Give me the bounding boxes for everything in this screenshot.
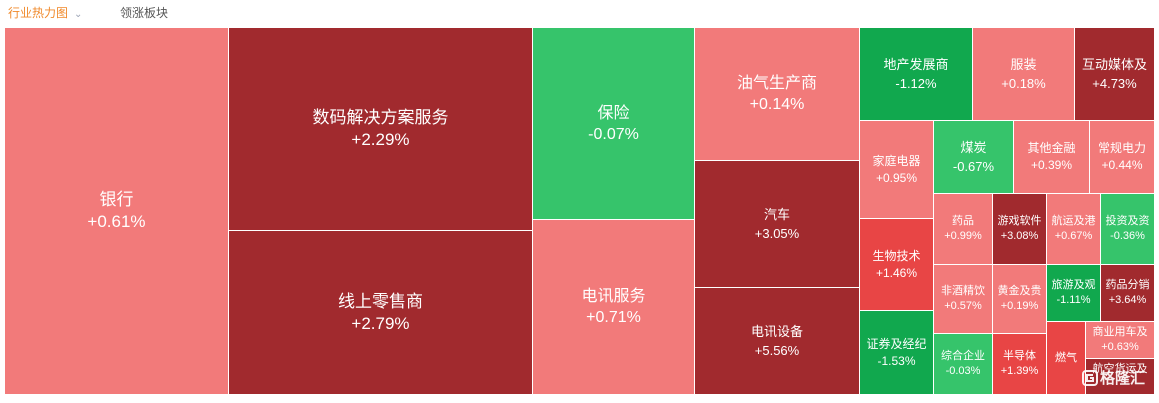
cell-name: 汽车: [763, 207, 790, 222]
cell-change: +3.08%: [1000, 230, 1039, 242]
cell-name: 煤炭: [960, 140, 987, 155]
cell-change: -0.03%: [945, 365, 981, 377]
cell-name: 家庭电器: [872, 153, 921, 168]
heatmap-cell-banks[interactable]: 银行 +0.61%: [4, 27, 229, 395]
heatmap-cell-biotech[interactable]: 生物技术 +1.46%: [859, 218, 934, 311]
cell-name: 投资及资: [1105, 215, 1150, 227]
cell-change: +0.61%: [87, 212, 146, 231]
cell-name: 药品: [952, 215, 974, 227]
cell-name: 常规电力: [1097, 141, 1146, 155]
cell-change: +1.46%: [875, 265, 918, 280]
heatmap-cell-non-alcoholic-beverages[interactable]: 非酒精饮 +0.57%: [933, 264, 993, 334]
cell-name: 数码解决方案服务: [312, 108, 449, 127]
cell-change: +0.18%: [1001, 76, 1046, 91]
heatmap-cell-coal[interactable]: 煤炭 -0.67%: [933, 120, 1014, 194]
cell-name: 黄金及贵: [997, 285, 1042, 297]
cell-change: +2.79%: [351, 313, 410, 333]
heatmap-cell-conventional-power[interactable]: 常规电力 +0.44%: [1089, 120, 1155, 194]
cell-change: -0.07%: [588, 125, 639, 143]
cell-name: 银行: [99, 190, 134, 209]
cell-change: +3.64%: [1108, 294, 1147, 306]
cell-name: 电讯设备: [750, 324, 803, 339]
heatmap-cell-automobiles[interactable]: 汽车 +3.05%: [694, 160, 860, 288]
heatmap-cell-digital-solutions[interactable]: 数码解决方案服务 +2.29%: [228, 27, 533, 231]
cell-name: 电讯服务: [581, 288, 646, 305]
cell-name: 其他金融: [1027, 141, 1076, 155]
cell-change: +0.63%: [1101, 341, 1139, 353]
heatmap-cell-interactive-media[interactable]: 互动媒体及 +4.73%: [1074, 27, 1155, 121]
heatmap-cell-telecom-services[interactable]: 电讯服务 +0.71%: [532, 219, 695, 395]
tab-leading-sectors-label: 领涨板块: [120, 6, 169, 20]
heatmap-cell-semiconductors[interactable]: 半导体 +1.39%: [992, 333, 1047, 395]
cell-name: 地产发展商: [883, 57, 949, 72]
cell-change: +0.57%: [944, 300, 982, 312]
cell-change: -0.36%: [1110, 230, 1145, 242]
cell-change: +0.14%: [749, 96, 805, 113]
chevron-down-icon[interactable]: ⌄: [74, 9, 83, 20]
heatmap-cell-air-freight[interactable]: 航空货运及: [1085, 358, 1155, 395]
heatmap-cell-pharmaceuticals[interactable]: 药品 +0.99%: [933, 193, 993, 265]
heatmap-cell-insurance[interactable]: 保险 -0.07%: [532, 27, 695, 220]
cell-change: +0.95%: [875, 170, 918, 185]
industry-heatmap: 银行 +0.61% 数码解决方案服务 +2.29% 线上零售商 +2.79% 保…: [4, 27, 1155, 395]
heatmap-cell-commercial-vehicles[interactable]: 商业用车及 +0.63%: [1085, 321, 1155, 359]
top-tabs: 行业热力图 ⌄ 领涨板块: [0, 0, 1159, 27]
cell-change: +0.71%: [586, 309, 641, 326]
cell-name: 互动媒体及: [1081, 57, 1147, 72]
heatmap-cell-oil-gas[interactable]: 油气生产商 +0.14%: [694, 27, 860, 161]
heatmap-cell-tourism[interactable]: 旅游及观 -1.11%: [1046, 264, 1101, 322]
cell-change: +3.05%: [754, 226, 800, 241]
heatmap-cell-securities-brokerage[interactable]: 证券及经纪 -1.53%: [859, 310, 934, 395]
cell-change: -1.12%: [895, 76, 937, 91]
cell-change: +0.99%: [944, 230, 982, 242]
cell-name: 药品分销: [1105, 279, 1150, 291]
heatmap-cell-online-retail[interactable]: 线上零售商 +2.79%: [228, 230, 533, 395]
cell-change: -0.67%: [952, 159, 995, 174]
heatmap-cell-investment-asset[interactable]: 投资及资 -0.36%: [1100, 193, 1155, 265]
cell-name: 非酒精饮: [941, 285, 985, 297]
tab-industry-heatmap-label: 行业热力图: [8, 6, 69, 20]
cell-name: 航运及港: [1051, 215, 1096, 227]
cell-name: 旅游及观: [1051, 279, 1096, 291]
cell-change: +2.29%: [351, 130, 410, 149]
tab-leading-sectors[interactable]: 领涨板块: [120, 5, 168, 21]
cell-name: 半导体: [1003, 350, 1036, 362]
cell-change: +1.39%: [1000, 365, 1039, 377]
heatmap-cell-telecom-equipment[interactable]: 电讯设备 +5.56%: [694, 287, 860, 395]
cell-name: 商业用车及: [1092, 326, 1148, 338]
cell-change: +0.39%: [1030, 158, 1073, 172]
cell-change: -1.53%: [877, 353, 916, 368]
cell-change: +5.56%: [754, 343, 800, 358]
cell-name: 油气生产商: [736, 75, 817, 92]
heatmap-cell-other-financials[interactable]: 其他金融 +0.39%: [1013, 120, 1090, 194]
heatmap-cell-shipping-ports[interactable]: 航运及港 +0.67%: [1046, 193, 1101, 265]
heatmap-cell-gas-utilities[interactable]: 燃气: [1046, 321, 1086, 395]
cell-change: +0.44%: [1101, 158, 1143, 172]
cell-name: 线上零售商: [338, 291, 423, 311]
cell-name: 游戏软件: [997, 215, 1042, 227]
cell-name: 保险: [597, 104, 630, 122]
heatmap-cell-apparel[interactable]: 服装 +0.18%: [972, 27, 1075, 121]
cell-change: +4.73%: [1092, 76, 1137, 91]
heatmap-cell-gold-precious-metals[interactable]: 黄金及贵 +0.19%: [992, 264, 1047, 334]
cell-name: 生物技术: [872, 248, 921, 263]
heatmap-cell-conglomerates[interactable]: 综合企业 -0.03%: [933, 333, 993, 395]
cell-change: +0.67%: [1054, 230, 1093, 242]
cell-name: 服装: [1010, 57, 1037, 72]
cell-name: 燃气: [1055, 351, 1077, 364]
tab-industry-heatmap[interactable]: 行业热力图 ⌄: [8, 5, 82, 23]
heatmap-cell-game-software[interactable]: 游戏软件 +3.08%: [992, 193, 1047, 265]
cell-change: +0.19%: [1000, 300, 1039, 312]
heatmap-cell-home-appliances[interactable]: 家庭电器 +0.95%: [859, 120, 934, 219]
cell-name: 综合企业: [941, 350, 985, 362]
cell-name: 证券及经纪: [866, 336, 927, 351]
heatmap-cell-property-developers[interactable]: 地产发展商 -1.12%: [859, 27, 973, 121]
cell-name: 航空货运及: [1092, 363, 1148, 375]
cell-change: -1.11%: [1056, 294, 1091, 306]
heatmap-cell-drug-distribution[interactable]: 药品分销 +3.64%: [1100, 264, 1155, 322]
